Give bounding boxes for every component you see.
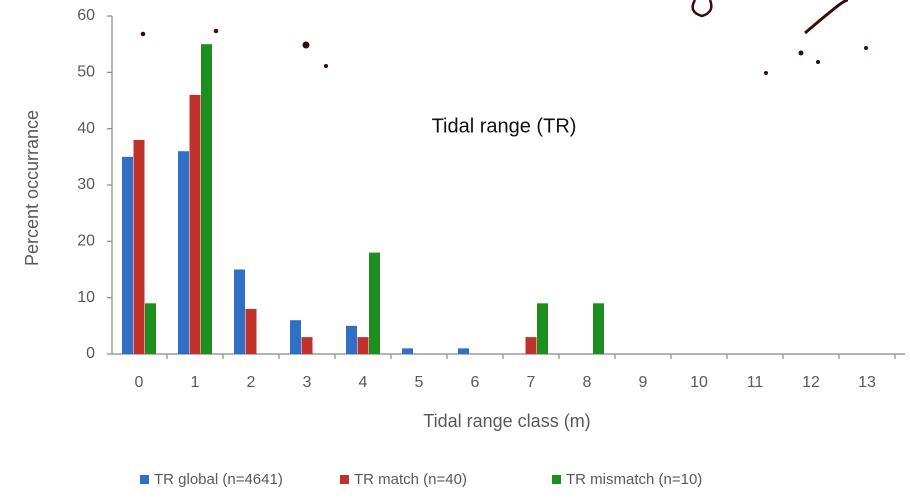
y-tick-label: 0 <box>86 345 95 362</box>
bar <box>133 139 145 354</box>
bar <box>369 252 380 354</box>
bar <box>245 308 257 354</box>
x-axis-label: Tidal range class (m) <box>423 411 590 431</box>
bar <box>357 337 369 354</box>
y-tick-label: 50 <box>77 64 95 81</box>
y-tick-label: 30 <box>77 176 95 193</box>
bar <box>458 348 469 354</box>
legend-swatch <box>140 475 149 484</box>
bar <box>290 320 301 354</box>
x-tick-label: 3 <box>303 374 312 391</box>
x-tick-label: 1 <box>191 374 200 391</box>
x-tick-label: 2 <box>247 374 256 391</box>
x-tick-label: 12 <box>802 374 820 391</box>
legend-label: TR match (n=40) <box>354 471 467 488</box>
x-tick-label: 9 <box>639 374 648 391</box>
x-tick-label: 5 <box>415 374 424 391</box>
y-tick-label: 10 <box>77 289 95 306</box>
y-tick-label: 20 <box>77 233 95 250</box>
map-fragments <box>140 0 868 75</box>
bar <box>537 303 548 354</box>
bar <box>402 348 413 354</box>
bar <box>234 269 245 354</box>
bar <box>301 337 313 354</box>
x-tick-label: 6 <box>471 374 480 391</box>
legend-swatch <box>552 475 561 484</box>
bar <box>593 303 604 354</box>
y-tick-label: 40 <box>77 120 95 137</box>
x-tick-label: 7 <box>527 374 536 391</box>
legend-label: TR global (n=4641) <box>154 471 283 488</box>
bar <box>178 151 189 354</box>
bar <box>525 337 537 354</box>
annotation: Tidal range (TR) <box>432 115 577 137</box>
bar <box>122 156 133 354</box>
x-tick-label: 11 <box>747 374 764 391</box>
x-tick-label: 13 <box>858 374 876 391</box>
bar <box>346 325 357 354</box>
legend-label: TR mismatch (n=10) <box>566 471 702 488</box>
y-axis-label: Percent occurrance <box>22 110 42 266</box>
x-tick-label: 10 <box>690 374 708 391</box>
x-tick-label: 0 <box>135 374 144 391</box>
bar <box>189 94 201 354</box>
bar <box>145 303 156 354</box>
bar <box>201 44 212 355</box>
y-tick-label: 60 <box>77 7 95 24</box>
x-tick-label: 4 <box>359 374 368 391</box>
x-tick-label: 8 <box>583 374 592 391</box>
legend-swatch <box>340 475 349 484</box>
